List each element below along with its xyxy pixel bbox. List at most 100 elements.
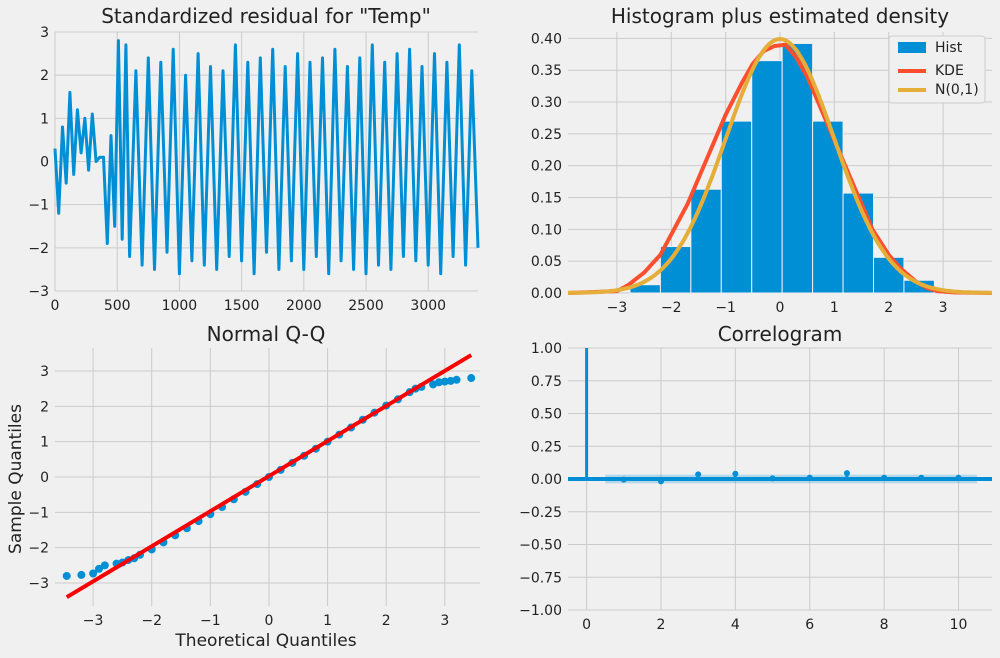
residual-title: Standardized residual for "Temp" [101, 4, 431, 28]
correlogram-ticks: 0 2 4 6 8 10 1.00 0.75 0.50 0.25 0.00 −0.25 −0.50 −0.… [519, 341, 967, 633]
histogram-bar [872, 256, 905, 294]
acf-marker [918, 474, 925, 481]
histogram-ticks: −3 −2 −1 0 1 2 3 0.00 0.05 0.10 0.15 0.20 0.25 0.30 0.… [531, 31, 948, 316]
qq-ticks: −3 −2 −1 0 1 2 3 3 2 1 0 −1 −2 −3 [28, 364, 449, 629]
y-tick-label: −2 [28, 541, 49, 557]
legend-hist-label: Hist [935, 40, 963, 56]
qq-title: Normal Q-Q [207, 322, 326, 346]
acf-marker [881, 474, 888, 481]
y-tick-label: 0 [40, 470, 49, 486]
qq-point [440, 377, 449, 386]
x-tick-label: 500 [104, 298, 131, 314]
x-tick-label: 2 [382, 613, 391, 629]
y-tick-label: 0.40 [531, 31, 562, 47]
histogram-bar [842, 192, 874, 294]
y-tick-label: −1.00 [519, 603, 562, 619]
x-tick-label: −2 [141, 613, 162, 629]
x-tick-label: 1 [323, 613, 332, 629]
qq-panel: Normal Q-Q −3 −2 −1 0 1 2 3 3 2 1 0 −1 −2 −3 Theoreti… [6, 322, 480, 651]
qq-ylabel: Sample Quantiles [6, 404, 26, 554]
y-tick-label: 0.25 [531, 439, 562, 455]
histogram-bar [781, 42, 814, 294]
y-tick-label: 0.00 [531, 286, 562, 302]
histogram-legend: Hist KDE N(0,1) [888, 35, 986, 104]
x-tick-label: −3 [607, 300, 628, 316]
correlogram-title: Correlogram [718, 322, 843, 346]
histogram-title: Histogram plus estimated density [611, 4, 949, 28]
residual-marks [53, 39, 480, 276]
acf-marker [843, 470, 850, 477]
x-tick-label: 3000 [410, 298, 446, 314]
x-tick-label: 10 [950, 617, 968, 633]
x-tick-label: −2 [661, 300, 682, 316]
x-tick-label: 2 [884, 300, 893, 316]
y-tick-label: 0.00 [531, 472, 562, 488]
y-tick-label: 0.75 [531, 374, 562, 390]
x-tick-label: 0 [265, 613, 274, 629]
legend-normal-label: N(0,1) [935, 82, 979, 98]
qq-point [89, 569, 98, 578]
y-tick-label: 0.50 [531, 407, 562, 423]
qq-reference-line [65, 353, 473, 599]
x-tick-label: 8 [880, 617, 889, 633]
x-tick-label: −1 [200, 613, 221, 629]
y-tick-label: 0.15 [531, 191, 562, 207]
y-tick-label: 0.20 [531, 159, 562, 175]
x-tick-label: 3 [440, 613, 449, 629]
y-tick-label: 0.35 [531, 63, 562, 79]
x-tick-label: 1500 [224, 298, 260, 314]
histogram-marks [567, 37, 993, 295]
x-tick-label: 1 [830, 300, 839, 316]
x-tick-label: −1 [715, 300, 736, 316]
y-tick-label: −0.75 [519, 570, 562, 586]
kde-line [567, 42, 993, 295]
qq-xlabel: Theoretical Quantiles [174, 631, 356, 651]
acf-marker [955, 474, 962, 481]
y-tick-label: −2 [28, 241, 49, 257]
y-tick-label: 2 [40, 399, 49, 415]
y-tick-label: 1 [40, 111, 49, 127]
y-tick-label: 1 [40, 435, 49, 451]
acf-marker [620, 476, 627, 483]
y-tick-label: 0 [40, 155, 49, 171]
x-tick-label: 3 [939, 300, 948, 316]
y-tick-label: 0.25 [531, 127, 562, 143]
histogram-bar [751, 60, 783, 294]
x-tick-label: −3 [83, 613, 104, 629]
qq-point [94, 564, 103, 573]
acf-marker [695, 471, 702, 478]
acf-marker [732, 470, 739, 477]
residual-line [53, 39, 480, 276]
normal-density-line [567, 37, 993, 295]
y-tick-label: 0.05 [531, 254, 562, 270]
legend-hist-swatch [898, 42, 926, 53]
x-tick-label: 1000 [162, 298, 198, 314]
residual-ticks: 0 500 1000 1500 2000 2500 3000 3 2 1 0 −1 −2 −3 [28, 25, 446, 314]
y-tick-label: −0.50 [519, 538, 562, 554]
correlogram-panel: Correlogram 0 2 4 6 8 10 1.00 0.75 0.50 0.25 0.00 −… [519, 322, 992, 633]
qq-grid [55, 348, 480, 606]
acf-marker [806, 474, 813, 481]
qq-point [62, 571, 71, 580]
histogram-panel: Histogram plus estimated density −3 −2 −1 0… [531, 4, 993, 316]
x-tick-label: 2500 [348, 298, 384, 314]
x-tick-label: 6 [805, 617, 814, 633]
correlogram-marks [568, 348, 992, 485]
qq-point [77, 570, 86, 579]
x-tick-label: 2 [657, 617, 666, 633]
x-tick-label: 0 [776, 300, 785, 316]
y-tick-label: 0.10 [531, 222, 562, 238]
y-tick-label: −0.25 [519, 505, 562, 521]
y-tick-label: 0.30 [531, 95, 562, 111]
y-tick-label: −1 [28, 505, 49, 521]
x-tick-label: 4 [731, 617, 740, 633]
x-tick-label: 0 [51, 298, 60, 314]
qq-point [434, 378, 443, 387]
y-tick-label: 1.00 [531, 341, 562, 357]
acf-marker [769, 475, 776, 482]
qq-point [452, 375, 461, 384]
legend-kde-label: KDE [935, 63, 964, 79]
x-tick-label: 0 [582, 617, 591, 633]
